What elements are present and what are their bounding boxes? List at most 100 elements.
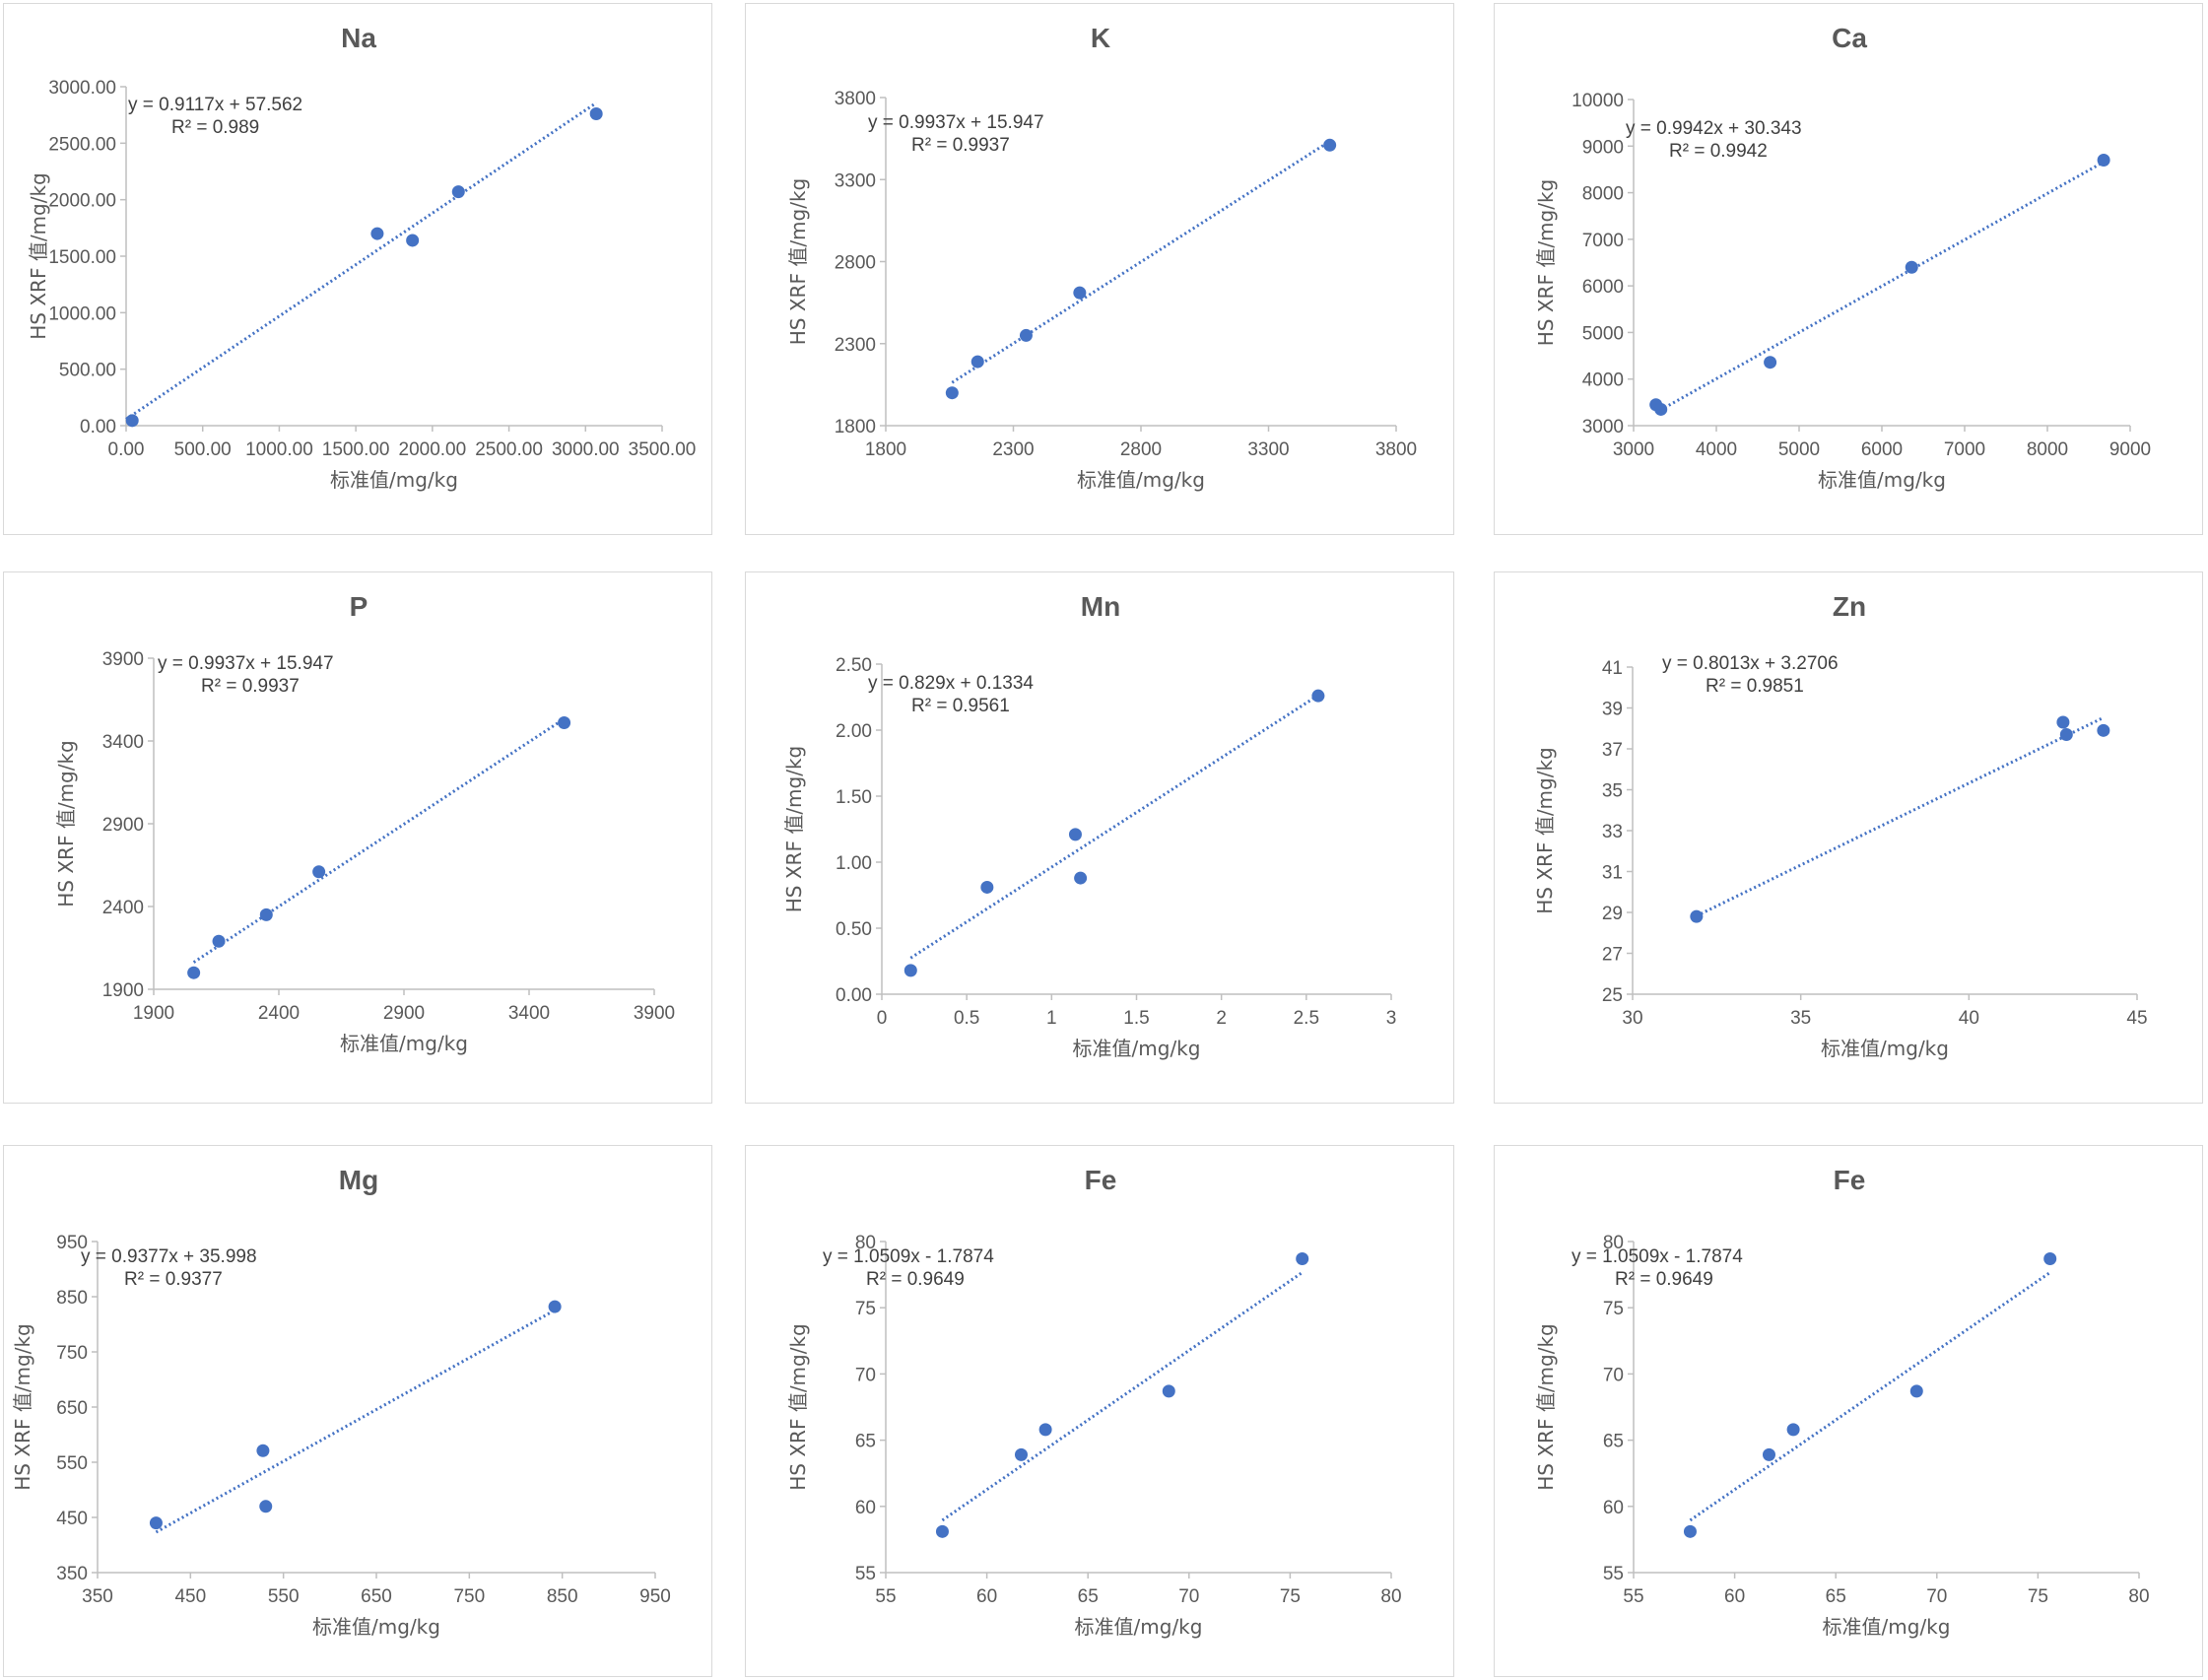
x-tick-label: 0.5 bbox=[954, 1008, 979, 1029]
data-point bbox=[1654, 402, 1668, 416]
r-squared-label: R² = 0.989 bbox=[171, 117, 259, 138]
x-tick-label: 4000 bbox=[1696, 439, 1737, 460]
data-point bbox=[1690, 909, 1704, 923]
x-tick-label: 850 bbox=[547, 1586, 578, 1607]
trendline bbox=[909, 694, 1319, 960]
trendline-equation: y = 0.9937x + 15.947 bbox=[158, 653, 334, 674]
x-tick-label: 80 bbox=[2128, 1586, 2149, 1607]
x-tick-label: 650 bbox=[361, 1586, 392, 1607]
y-tick-label: 1900 bbox=[102, 980, 144, 1001]
data-point bbox=[256, 1444, 270, 1457]
x-tick-label: 60 bbox=[1724, 1586, 1745, 1607]
trendline-equation: y = 0.8013x + 3.2706 bbox=[1662, 653, 1839, 674]
y-tick-label: 4000 bbox=[1582, 370, 1624, 391]
x-tick-label: 3 bbox=[1386, 1008, 1397, 1029]
x-tick-label: 75 bbox=[1280, 1586, 1301, 1607]
y-tick-label: 65 bbox=[855, 1432, 876, 1452]
y-tick-label: 8000 bbox=[1582, 184, 1624, 205]
x-tick-label: 750 bbox=[453, 1586, 485, 1607]
chart-panel-k: K 1800 2300 2800 3300 3800 1800 2300 2800 3300 380… bbox=[745, 3, 1454, 535]
chart-panel-zn: Zn 30 35 40 45 25 27 29 31 33 35 37 39 41 标准值/mg/kg HS … bbox=[1494, 571, 2203, 1104]
trendline bbox=[1689, 1271, 2051, 1522]
x-tick-label: 3300 bbox=[1247, 439, 1289, 460]
chart-panel-fe-2: Fe 55 60 65 70 75 80 55 60 65 70 75 80 标准值/mg/kg HS XR… bbox=[1494, 1145, 2203, 1677]
y-tick-label: 550 bbox=[56, 1453, 88, 1474]
y-tick-label: 2900 bbox=[102, 815, 144, 836]
y-tick-label: 1.50 bbox=[836, 787, 872, 808]
r-squared-label: R² = 0.9851 bbox=[1706, 676, 1804, 697]
r-squared-label: R² = 0.9649 bbox=[866, 1269, 965, 1290]
data-point bbox=[212, 934, 226, 948]
trendline bbox=[155, 1309, 556, 1534]
y-tick-label: 2500.00 bbox=[48, 134, 116, 155]
y-axis-title: HS XRF 值/mg/kg bbox=[1534, 1323, 1558, 1490]
chart-title: Fe bbox=[1834, 1165, 1866, 1195]
trendline-equation: y = 0.829x + 0.1334 bbox=[868, 673, 1034, 694]
trendline-equation: y = 0.9117x + 57.562 bbox=[128, 95, 302, 115]
x-tick-label: 1 bbox=[1046, 1008, 1057, 1029]
data-point bbox=[1786, 1423, 1800, 1437]
trendline bbox=[951, 140, 1331, 384]
trendline-equation: y = 0.9377x + 35.998 bbox=[81, 1246, 257, 1267]
data-point bbox=[312, 865, 326, 879]
y-tick-label: 75 bbox=[1603, 1299, 1624, 1319]
y-axis-title: HS XRF 值/mg/kg bbox=[27, 172, 50, 339]
data-point bbox=[2056, 715, 2070, 729]
y-tick-label: 1800 bbox=[835, 417, 876, 437]
x-tick-label: 3000 bbox=[1613, 439, 1654, 460]
chart-title: P bbox=[350, 591, 368, 622]
x-tick-label: 3900 bbox=[634, 1003, 675, 1024]
x-tick-label: 9000 bbox=[2109, 439, 2151, 460]
chart-title: Zn bbox=[1833, 591, 1866, 622]
chart-title: Fe bbox=[1085, 1165, 1117, 1195]
x-tick-label: 2 bbox=[1216, 1008, 1227, 1029]
y-tick-label: 1000.00 bbox=[48, 303, 116, 324]
y-tick-label: 850 bbox=[56, 1288, 88, 1309]
chart-svg-k: K 1800 2300 2800 3300 3800 1800 2300 2800 3300 380… bbox=[786, 23, 1417, 492]
y-axis-title: HS XRF 值/mg/kg bbox=[11, 1323, 34, 1490]
y-tick-label: 55 bbox=[855, 1564, 876, 1584]
data-point bbox=[1073, 286, 1087, 300]
y-tick-label: 70 bbox=[855, 1365, 876, 1385]
data-point bbox=[1762, 1447, 1775, 1461]
x-axis-title: 标准值/mg/kg bbox=[312, 1615, 440, 1639]
data-point bbox=[1296, 1251, 1309, 1265]
y-tick-label: 6000 bbox=[1582, 277, 1624, 298]
chart-svg-p: P 1900 2400 2900 3400 3900 1900 2400 2900 3400 390… bbox=[54, 591, 675, 1055]
r-squared-label: R² = 0.9561 bbox=[911, 696, 1010, 716]
x-tick-label: 65 bbox=[1078, 1586, 1099, 1607]
x-tick-label: 3000.00 bbox=[552, 439, 620, 460]
y-axis-title: HS XRF 值/mg/kg bbox=[786, 1323, 810, 1490]
data-point bbox=[1014, 1447, 1028, 1461]
trendline bbox=[941, 1271, 1304, 1522]
x-tick-label: 550 bbox=[268, 1586, 300, 1607]
x-tick-label: 350 bbox=[82, 1586, 113, 1607]
x-tick-label: 30 bbox=[1622, 1008, 1642, 1029]
data-point bbox=[970, 355, 984, 369]
y-tick-label: 0.00 bbox=[836, 985, 872, 1006]
data-point bbox=[1323, 138, 1337, 152]
y-axis-title: HS XRF 值/mg/kg bbox=[1533, 747, 1557, 913]
y-axis-title: HS XRF 值/mg/kg bbox=[1534, 179, 1558, 346]
y-tick-label: 70 bbox=[1603, 1365, 1624, 1385]
y-tick-label: 80 bbox=[855, 1233, 876, 1253]
x-tick-label: 2300 bbox=[992, 439, 1034, 460]
data-point bbox=[1311, 689, 1325, 703]
data-point bbox=[980, 880, 994, 894]
x-tick-label: 0.00 bbox=[108, 439, 145, 460]
x-tick-label: 40 bbox=[1959, 1008, 1979, 1029]
y-tick-label: 60 bbox=[1603, 1498, 1624, 1518]
y-tick-label: 650 bbox=[56, 1398, 88, 1419]
x-tick-label: 450 bbox=[174, 1586, 206, 1607]
chart-title: K bbox=[1091, 23, 1110, 53]
x-tick-label: 950 bbox=[639, 1586, 671, 1607]
x-tick-label: 3400 bbox=[508, 1003, 550, 1024]
chart-title: Mn bbox=[1081, 591, 1120, 622]
chart-panel-ca: Ca 3000 4000 5000 6000 7000 8000 9000 3000 4000 50… bbox=[1494, 3, 2203, 535]
y-tick-label: 0.00 bbox=[80, 417, 116, 437]
data-point bbox=[1162, 1384, 1175, 1398]
data-point bbox=[1074, 871, 1088, 885]
y-tick-label: 500.00 bbox=[59, 361, 116, 381]
y-tick-label: 27 bbox=[1602, 945, 1623, 966]
y-tick-label: 7000 bbox=[1582, 231, 1624, 251]
